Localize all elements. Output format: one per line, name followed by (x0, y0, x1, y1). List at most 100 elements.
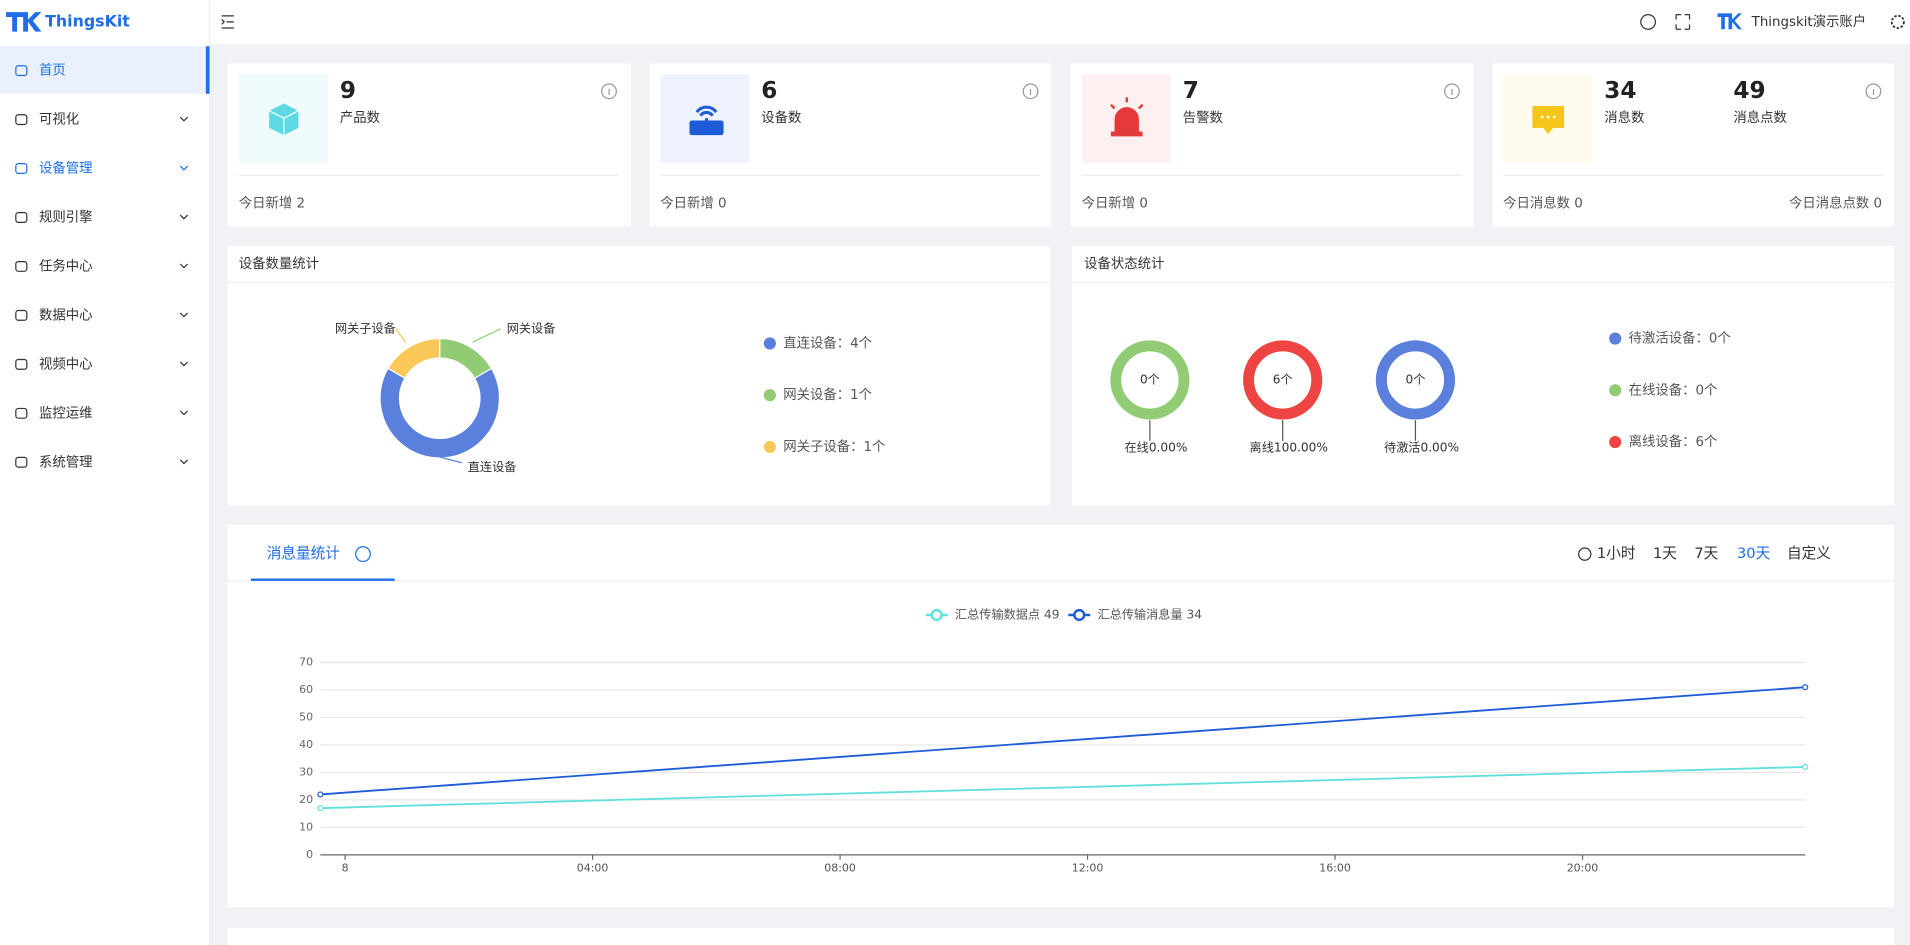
device-icon-signal (695, 105, 718, 122)
message-icon (1532, 105, 1565, 134)
legend-marker (1073, 608, 1086, 622)
card-footer: 今日新增 0 (1082, 195, 1148, 211)
range-option[interactable]: 7天 (1694, 545, 1718, 562)
menu-icon (15, 163, 28, 175)
ring-value: 0个 (1140, 372, 1160, 386)
y-tick-label: 40 (299, 738, 313, 751)
tab-help-icon[interactable] (355, 546, 371, 563)
pie-leader (438, 456, 462, 464)
pie-slice (379, 367, 501, 459)
data-point (317, 791, 324, 798)
card-label: 告警数 (1183, 110, 1223, 126)
ring-caption: 待激活0.00% (1384, 441, 1459, 455)
info-icon[interactable] (1865, 83, 1882, 100)
info-icons (601, 83, 1882, 100)
menu-item[interactable]: 系统管理 (39, 454, 93, 470)
menu-icon (15, 260, 28, 272)
alarm-icon (1114, 107, 1139, 132)
menu-chevron (179, 116, 189, 122)
card-footer: 今日消息数 0 (1503, 194, 1583, 211)
pie-label: 网关设备 (507, 321, 556, 335)
legend-label[interactable]: 汇总传输消息量 34 (1098, 606, 1203, 621)
y-tick-label: 70 (299, 655, 313, 668)
info-icon[interactable] (601, 83, 617, 100)
menu-toggle[interactable] (221, 15, 234, 29)
card-value: 9 (340, 78, 356, 104)
account-name[interactable]: Thingskit演示账户 (1751, 13, 1867, 30)
sidebar (0, 0, 210, 945)
card-footer: 今日新增 2 (239, 195, 305, 211)
card-label: 产品数 (340, 110, 380, 126)
card-value: 6 (761, 78, 777, 104)
info-icon[interactable] (1444, 83, 1460, 100)
menu-item[interactable]: 首页 (39, 63, 66, 79)
menu-icon (15, 407, 28, 419)
info-icon[interactable] (1022, 83, 1039, 100)
panel-title: 设备数量统计 (239, 255, 319, 272)
menu-item[interactable]: 可视化 (39, 112, 79, 128)
range-option[interactable]: 1小时 (1597, 545, 1636, 562)
alarm-icon-rays (1110, 97, 1144, 110)
range-option[interactable]: 自定义 (1787, 545, 1831, 562)
menu-item[interactable]: 设备管理 (39, 160, 93, 177)
data-point (317, 805, 324, 812)
menu-item[interactable]: 规则引擎 (39, 209, 93, 225)
menu-item[interactable]: 数据中心 (39, 307, 93, 323)
legend-marker (930, 608, 943, 622)
ring-caption: 在线0.00% (1125, 441, 1188, 455)
pie-label: 网关子设备 (335, 321, 396, 335)
menu-item[interactable]: 视频中心 (39, 356, 93, 372)
menu-item[interactable]: 监控运维 (39, 405, 93, 421)
range-option[interactable]: 30天 (1737, 545, 1771, 562)
data-point (1802, 763, 1809, 770)
pie-label: 直连设备 (468, 459, 517, 474)
status-ring (1243, 340, 1323, 420)
menu-icon (15, 65, 28, 77)
x-tick-label: 20:00 (1567, 861, 1599, 874)
series-line (320, 686, 1806, 796)
ring-caption: 离线100.00% (1250, 440, 1328, 455)
menu-item[interactable]: 任务中心 (39, 258, 93, 274)
legend-label: 网关设备：1个 (783, 386, 872, 403)
help-icon[interactable] (1640, 14, 1657, 30)
fullscreen-icon[interactable] (1675, 14, 1691, 30)
menu-chevron (179, 459, 189, 465)
range-help-icon[interactable] (1578, 547, 1592, 561)
legend-label: 直连设备：4个 (783, 334, 872, 351)
menu-chevron (179, 410, 189, 416)
tab-title[interactable]: 消息量统计 (267, 545, 340, 562)
panel-title: 设备状态统计 (1084, 255, 1164, 272)
settings-icon[interactable] (1890, 14, 1905, 29)
y-tick-label: 20 (299, 793, 313, 806)
logo-icon (6, 12, 42, 32)
status-ring (1110, 340, 1190, 420)
range-option[interactable]: 1天 (1653, 545, 1677, 562)
y-tick-label: 50 (299, 710, 313, 723)
product-icon-edge (268, 110, 299, 136)
y-tick-label: 60 (299, 683, 313, 696)
y-tick-label: 0 (306, 848, 313, 861)
menu-icon (15, 456, 28, 468)
card-value: 7 (1183, 78, 1199, 104)
cards (227, 63, 1895, 227)
legend-dot (1609, 384, 1622, 397)
card-label: 设备数 (761, 109, 801, 126)
active-menu-bar (205, 46, 210, 94)
legend-dot (1609, 435, 1622, 449)
legend-label: 离线设备：6个 (1629, 433, 1718, 450)
y-tick-label: 10 (299, 820, 313, 833)
pie-leader (395, 328, 407, 343)
legend-label[interactable]: 汇总传输数据点 49 (955, 606, 1059, 621)
menu-icon (15, 212, 28, 223)
panel (1071, 245, 1895, 506)
device-icon (689, 120, 724, 136)
logo-text: ThingsKit (45, 11, 130, 30)
ring-value: 6个 (1273, 372, 1293, 386)
series-line (320, 766, 1806, 810)
menu-chevron (179, 214, 189, 220)
pie-leader (472, 328, 501, 343)
menu-chevron (179, 312, 189, 318)
panel (227, 927, 1895, 945)
